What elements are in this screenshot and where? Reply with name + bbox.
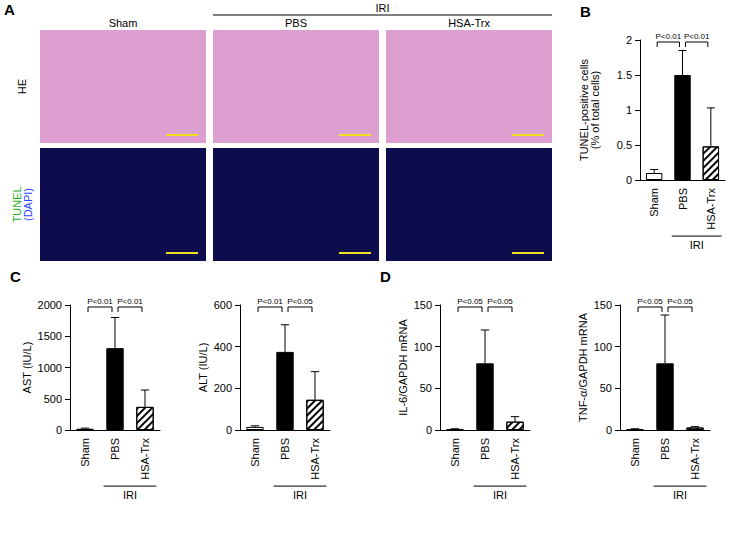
svg-text:0.5: 0.5: [617, 139, 632, 151]
svg-text:100: 100: [594, 341, 612, 353]
svg-text:1.5: 1.5: [617, 69, 632, 81]
svg-text:P<0.01: P<0.01: [257, 297, 283, 306]
svg-text:IRI: IRI: [293, 489, 307, 501]
svg-text:HSA-Trx: HSA-Trx: [448, 17, 490, 29]
svg-text:PBS: PBS: [109, 438, 121, 460]
svg-text:P<0.01: P<0.01: [656, 32, 682, 41]
svg-text:TNF-α/GAPDH mRNA: TNF-α/GAPDH mRNA: [577, 312, 589, 422]
svg-text:HSA-Trx: HSA-Trx: [509, 438, 521, 480]
svg-text:P<0.05: P<0.05: [457, 297, 483, 306]
svg-text:(DAPI): (DAPI): [22, 188, 34, 221]
svg-text:P<0.01: P<0.01: [87, 297, 113, 306]
svg-text:400: 400: [214, 341, 232, 353]
svg-text:600: 600: [214, 299, 232, 311]
svg-text:Sham: Sham: [79, 438, 91, 467]
svg-text:HSA-Trx: HSA-Trx: [705, 188, 717, 230]
svg-text:ALT (IU/L): ALT (IU/L): [197, 343, 209, 393]
svg-text:IL-6/GAPDH mRNA: IL-6/GAPDH mRNA: [397, 319, 409, 416]
svg-text:PBS: PBS: [285, 17, 307, 29]
svg-text:P<0.01: P<0.01: [684, 32, 710, 41]
svg-text:P<0.05: P<0.05: [487, 297, 513, 306]
svg-text:P<0.05: P<0.05: [637, 297, 663, 306]
svg-text:0: 0: [56, 424, 62, 436]
svg-text:B: B: [580, 3, 591, 20]
svg-text:P<0.01: P<0.01: [117, 297, 143, 306]
svg-text:150: 150: [594, 299, 612, 311]
svg-text:D: D: [380, 268, 391, 285]
svg-text:1000: 1000: [38, 362, 62, 374]
svg-text:50: 50: [420, 382, 432, 394]
svg-text:Sham: Sham: [449, 438, 461, 467]
svg-text:100: 100: [414, 341, 432, 353]
svg-text:HSA-Trx: HSA-Trx: [139, 438, 151, 480]
svg-text:P<0.05: P<0.05: [287, 297, 313, 306]
svg-text:IRI: IRI: [493, 489, 507, 501]
svg-text:Sham: Sham: [648, 188, 660, 217]
svg-text:IRI: IRI: [673, 489, 687, 501]
svg-text:IRI: IRI: [123, 489, 137, 501]
svg-text:1: 1: [626, 104, 632, 116]
svg-text:2000: 2000: [38, 299, 62, 311]
svg-text:C: C: [10, 268, 21, 285]
svg-text:0: 0: [426, 424, 432, 436]
svg-text:P<0.05: P<0.05: [667, 297, 693, 306]
svg-text:PBS: PBS: [659, 438, 671, 460]
svg-text:HSA-Trx: HSA-Trx: [689, 438, 701, 480]
svg-text:AST (IU/L): AST (IU/L): [21, 342, 33, 394]
svg-text:PBS: PBS: [279, 438, 291, 460]
svg-text:200: 200: [214, 382, 232, 394]
svg-text:50: 50: [600, 382, 612, 394]
svg-text:Sham: Sham: [629, 438, 641, 467]
svg-text:(% of total cells): (% of total cells): [589, 71, 601, 149]
svg-text:150: 150: [414, 299, 432, 311]
svg-text:Sham: Sham: [109, 17, 138, 29]
svg-text:0: 0: [626, 174, 632, 186]
svg-text:500: 500: [44, 393, 62, 405]
svg-text:0: 0: [226, 424, 232, 436]
svg-text:IRI: IRI: [690, 239, 704, 251]
svg-text:0: 0: [606, 424, 612, 436]
svg-text:PBS: PBS: [479, 438, 491, 460]
svg-text:Sham: Sham: [249, 438, 261, 467]
svg-text:1500: 1500: [38, 330, 62, 342]
svg-text:HSA-Trx: HSA-Trx: [309, 438, 321, 480]
svg-text:A: A: [4, 1, 15, 18]
svg-text:PBS: PBS: [677, 188, 689, 210]
svg-text:HE: HE: [16, 79, 28, 94]
svg-text:IRI: IRI: [375, 2, 389, 14]
svg-text:2: 2: [626, 34, 632, 46]
svg-text:TUNEL-positive cells: TUNEL-positive cells: [578, 59, 590, 161]
svg-text:TUNEL: TUNEL: [10, 186, 23, 223]
